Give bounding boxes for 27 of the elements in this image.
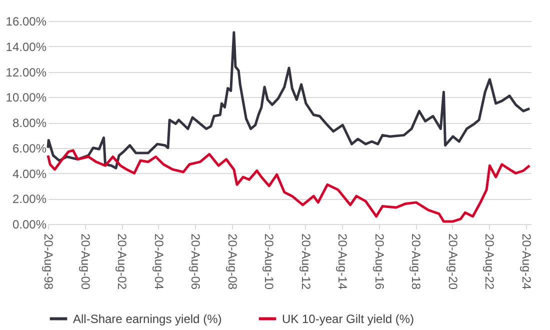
line-series [46,149,531,223]
legend-label: All-Share earnings yield (%) [73,312,222,326]
y-tick-label: 10.00% [6,90,47,105]
x-tick-label: 20-Aug-16 [372,234,386,290]
y-tick-label: 4.00% [12,166,47,181]
y-tick-label: 0.00% [12,218,47,232]
x-tick-label: 20-Aug-06 [188,234,203,290]
y-tick-label: 6.00% [12,141,47,156]
x-tick-label: 20-Aug-02 [115,234,130,290]
y-tick-label: 12.00% [6,65,47,80]
x-tick-label: 20-Aug-18 [409,234,424,290]
line-series [46,31,531,170]
y-tick-label: 8.00% [12,116,47,130]
x-tick-label: 20-Aug-24 [519,234,534,290]
y-tick-label: 16.00% [6,14,47,28]
x-tick-label: 20-Aug-08 [225,234,240,290]
x-tick-label: 20-Aug-98 [42,234,56,290]
x-tick-label: 20-Aug-22 [482,234,497,290]
y-tick-label: 2.00% [12,192,47,206]
x-tick-label: 20-Aug-00 [78,234,92,290]
x-tick-label: 20-Aug-10 [262,234,276,290]
x-tick-label: 20-Aug-04 [152,234,166,290]
y-tick-label: 14.00% [6,40,47,54]
x-tick-label: 20-Aug-20 [446,234,460,290]
x-tick-label: 20-Aug-14 [336,234,350,290]
legend-label: UK 10-year Gilt yield (%) [282,312,414,326]
x-tick-label: 20-Aug-12 [298,234,313,290]
